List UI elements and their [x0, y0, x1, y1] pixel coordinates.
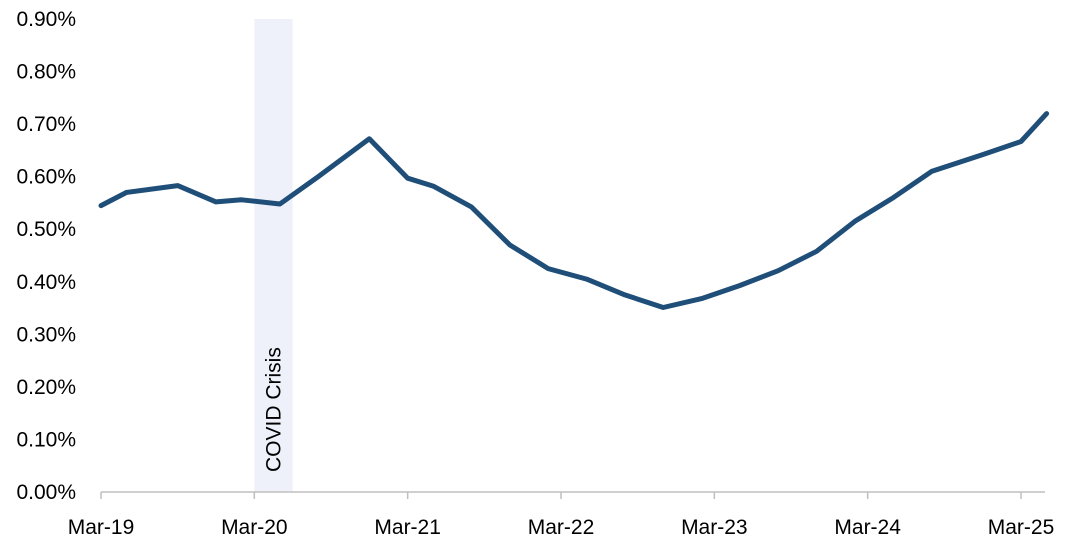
axes: [100, 491, 1045, 499]
y-tick-label: 0.80%: [16, 61, 76, 84]
y-tick-label: 0.30%: [16, 323, 76, 346]
x-axis-tick-labels: Mar-19 Mar-20 Mar-21 Mar-22 Mar-23 Mar-24 Mar-…: [68, 516, 1055, 539]
x-tick-label: Mar-22: [528, 516, 595, 539]
y-tick-label: 0.10%: [16, 428, 76, 451]
y-tick-label: 0.20%: [16, 376, 76, 399]
x-tick-label: Mar-20: [221, 516, 288, 539]
x-tick-label: Mar-25: [988, 516, 1055, 539]
series-group: [98, 111, 1050, 310]
covid-crisis-shade: [254, 19, 293, 492]
series-line: [98, 111, 1050, 310]
covid-crisis-label: COVID Crisis: [263, 347, 286, 472]
x-tick-label: Mar-19: [68, 516, 135, 539]
y-tick-label: 0.50%: [16, 218, 76, 241]
y-tick-label: 0.90%: [16, 8, 76, 31]
y-axis-tick-labels: 0.00% 0.10% 0.20% 0.30% 0.40% 0.50% 0.60% 0.70%…: [16, 8, 76, 504]
x-tick-label: Mar-21: [374, 516, 441, 539]
x-tick-label: Mar-24: [834, 516, 901, 539]
y-tick-label: 0.40%: [16, 271, 76, 294]
y-tick-label: 0.60%: [16, 166, 76, 189]
y-tick-label: 0.70%: [16, 113, 76, 136]
y-tick-label: 0.00%: [16, 481, 76, 504]
x-tick-label: Mar-23: [681, 516, 748, 539]
annotation-band: COVID Crisis: [254, 19, 293, 492]
